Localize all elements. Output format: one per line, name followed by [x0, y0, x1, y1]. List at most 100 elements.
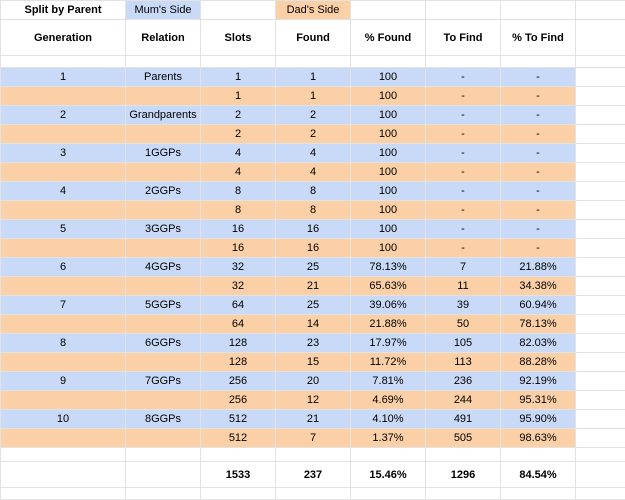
empty-cell[interactable] — [351, 488, 426, 500]
generation-cell[interactable] — [1, 201, 126, 220]
generation-cell[interactable] — [1, 315, 126, 334]
slots-cell[interactable]: 4 — [201, 163, 276, 182]
empty-cell[interactable] — [576, 391, 625, 410]
header-pct-to-find[interactable]: % To Find — [501, 20, 576, 56]
relation-cell[interactable] — [126, 201, 201, 220]
empty-cell[interactable] — [576, 201, 625, 220]
pct-to-find-cell[interactable]: 78.13% — [501, 315, 576, 334]
pct-found-cell[interactable]: 21.88% — [351, 315, 426, 334]
empty-cell[interactable] — [126, 462, 201, 488]
empty-cell[interactable] — [576, 429, 625, 448]
empty-cell[interactable] — [276, 488, 351, 500]
empty-cell[interactable] — [1, 448, 126, 462]
found-cell[interactable]: 1 — [276, 68, 351, 87]
mums-side-legend[interactable]: Mum's Side — [126, 1, 201, 20]
to-find-cell[interactable]: - — [426, 239, 501, 258]
generation-cell[interactable] — [1, 353, 126, 372]
empty-cell[interactable] — [426, 448, 501, 462]
to-find-cell[interactable]: 7 — [426, 258, 501, 277]
found-cell[interactable]: 8 — [276, 201, 351, 220]
empty-cell[interactable] — [201, 448, 276, 462]
found-cell[interactable]: 25 — [276, 258, 351, 277]
header-found[interactable]: Found — [276, 20, 351, 56]
relation-cell[interactable] — [126, 391, 201, 410]
pct-to-find-cell[interactable]: - — [501, 239, 576, 258]
empty-cell[interactable] — [126, 56, 201, 68]
slots-cell[interactable]: 32 — [201, 258, 276, 277]
generation-cell[interactable]: 9 — [1, 372, 126, 391]
header-relation[interactable]: Relation — [126, 20, 201, 56]
to-find-cell[interactable]: 244 — [426, 391, 501, 410]
relation-cell[interactable] — [126, 277, 201, 296]
to-find-cell[interactable]: 491 — [426, 410, 501, 429]
header-pct-found[interactable]: % Found — [351, 20, 426, 56]
relation-cell[interactable] — [126, 239, 201, 258]
empty-cell[interactable] — [576, 182, 625, 201]
slots-cell[interactable]: 2 — [201, 125, 276, 144]
generation-cell[interactable] — [1, 277, 126, 296]
pct-found-cell[interactable]: 100 — [351, 106, 426, 125]
found-cell[interactable]: 21 — [276, 277, 351, 296]
to-find-cell[interactable]: - — [426, 201, 501, 220]
to-find-cell[interactable]: 505 — [426, 429, 501, 448]
generation-cell[interactable]: 4 — [1, 182, 126, 201]
relation-cell[interactable]: 5GGPs — [126, 296, 201, 315]
total-pct-to-find[interactable]: 84.54% — [501, 462, 576, 488]
slots-cell[interactable]: 8 — [201, 182, 276, 201]
empty-cell[interactable] — [576, 334, 625, 353]
empty-cell[interactable] — [501, 1, 576, 20]
empty-cell[interactable] — [576, 239, 625, 258]
empty-cell[interactable] — [576, 315, 625, 334]
pct-found-cell[interactable]: 11.72% — [351, 353, 426, 372]
header-generation[interactable]: Generation — [1, 20, 126, 56]
empty-cell[interactable] — [201, 1, 276, 20]
slots-cell[interactable]: 32 — [201, 277, 276, 296]
to-find-cell[interactable]: - — [426, 163, 501, 182]
relation-cell[interactable]: 4GGPs — [126, 258, 201, 277]
to-find-cell[interactable]: - — [426, 182, 501, 201]
pct-to-find-cell[interactable]: 92.19% — [501, 372, 576, 391]
relation-cell[interactable] — [126, 315, 201, 334]
empty-cell[interactable] — [351, 1, 426, 20]
empty-cell[interactable] — [426, 1, 501, 20]
pct-to-find-cell[interactable]: 88.28% — [501, 353, 576, 372]
pct-found-cell[interactable]: 100 — [351, 201, 426, 220]
pct-found-cell[interactable]: 100 — [351, 220, 426, 239]
empty-cell[interactable] — [576, 87, 625, 106]
empty-cell[interactable] — [576, 68, 625, 87]
pct-to-find-cell[interactable]: - — [501, 87, 576, 106]
empty-cell[interactable] — [576, 125, 625, 144]
found-cell[interactable]: 12 — [276, 391, 351, 410]
relation-cell[interactable] — [126, 87, 201, 106]
to-find-cell[interactable]: 113 — [426, 353, 501, 372]
empty-cell[interactable] — [201, 56, 276, 68]
to-find-cell[interactable]: 50 — [426, 315, 501, 334]
empty-cell[interactable] — [576, 106, 625, 125]
found-cell[interactable]: 2 — [276, 106, 351, 125]
pct-found-cell[interactable]: 7.81% — [351, 372, 426, 391]
slots-cell[interactable]: 1 — [201, 68, 276, 87]
empty-cell[interactable] — [576, 163, 625, 182]
empty-cell[interactable] — [276, 448, 351, 462]
pct-to-find-cell[interactable]: - — [501, 163, 576, 182]
generation-cell[interactable] — [1, 87, 126, 106]
slots-cell[interactable]: 2 — [201, 106, 276, 125]
relation-cell[interactable]: 1GGPs — [126, 144, 201, 163]
pct-found-cell[interactable]: 100 — [351, 163, 426, 182]
pct-to-find-cell[interactable]: 95.31% — [501, 391, 576, 410]
found-cell[interactable]: 16 — [276, 220, 351, 239]
slots-cell[interactable]: 512 — [201, 429, 276, 448]
relation-cell[interactable]: 6GGPs — [126, 334, 201, 353]
empty-cell[interactable] — [576, 20, 625, 56]
relation-cell[interactable]: 8GGPs — [126, 410, 201, 429]
generation-cell[interactable]: 8 — [1, 334, 126, 353]
pct-to-find-cell[interactable]: 98.63% — [501, 429, 576, 448]
slots-cell[interactable]: 256 — [201, 391, 276, 410]
found-cell[interactable]: 14 — [276, 315, 351, 334]
found-cell[interactable]: 4 — [276, 144, 351, 163]
found-cell[interactable]: 21 — [276, 410, 351, 429]
to-find-cell[interactable]: - — [426, 220, 501, 239]
empty-cell[interactable] — [576, 1, 625, 20]
empty-cell[interactable] — [576, 353, 625, 372]
pct-to-find-cell[interactable]: 60.94% — [501, 296, 576, 315]
